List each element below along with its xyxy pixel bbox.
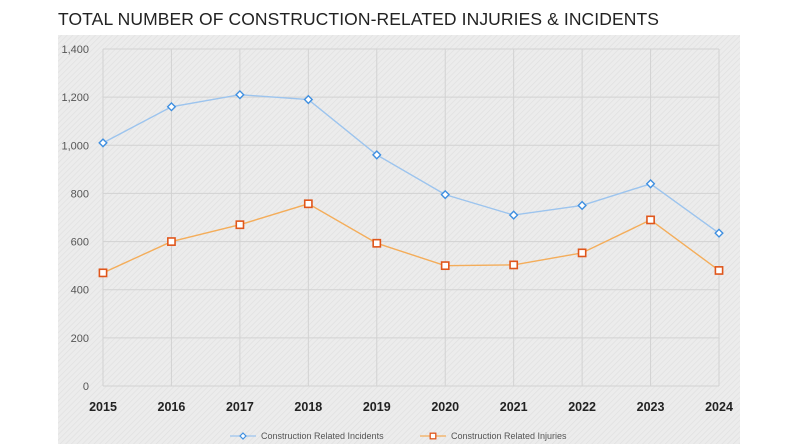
data-point <box>303 199 313 209</box>
data-point <box>577 248 587 258</box>
data-point <box>577 200 587 211</box>
y-axis: 0 200 400 600 800 1,000 1,200 1,400 <box>61 44 89 393</box>
legend-label: Construction Related Incidents <box>261 431 384 441</box>
y-tick-label: 600 <box>71 237 89 249</box>
data-point <box>714 266 724 275</box>
chart-title: TOTAL NUMBER OF CONSTRUCTION-RELATED INJ… <box>58 9 660 29</box>
x-axis: 2015 2016 2017 2018 2019 2020 2021 2022 2023 2024 <box>89 400 733 414</box>
data-point <box>646 215 655 225</box>
series-line <box>102 94 720 234</box>
x-tick-label: 2021 <box>500 400 528 414</box>
y-tick-label: 200 <box>71 333 89 345</box>
data-point <box>167 237 176 246</box>
y-tick-label: 0 <box>83 381 89 393</box>
data-point <box>235 220 245 230</box>
legend-item: Construction Related Incidents <box>230 431 384 441</box>
series-1 <box>98 89 724 238</box>
x-tick-label: 2024 <box>705 400 733 414</box>
y-tick-label: 800 <box>71 188 89 200</box>
data-point <box>98 138 108 148</box>
data-point <box>303 94 314 105</box>
series <box>98 89 724 278</box>
legend-item: Construction Related Injuries <box>420 431 567 441</box>
y-tick-label: 400 <box>71 285 89 297</box>
x-tick-label: 2016 <box>158 400 186 414</box>
data-point <box>440 189 451 200</box>
x-tick-label: 2015 <box>89 400 117 414</box>
y-tick-label: 1,000 <box>61 140 89 152</box>
x-tick-label: 2018 <box>294 400 322 414</box>
y-tick-label: 1,400 <box>61 44 89 56</box>
data-point <box>714 228 724 238</box>
data-point <box>508 210 519 220</box>
series-2 <box>98 199 724 278</box>
data-point <box>509 260 519 270</box>
x-tick-label: 2022 <box>568 400 596 414</box>
x-tick-label: 2023 <box>637 400 665 414</box>
legend-marker <box>239 432 247 440</box>
data-point <box>371 150 382 160</box>
data-point <box>372 238 382 248</box>
data-point <box>440 261 450 271</box>
legend: Construction Related Incidents Constructi… <box>230 431 567 441</box>
legend-marker <box>429 432 437 440</box>
x-tick-label: 2017 <box>226 400 254 414</box>
plot-background <box>58 35 740 444</box>
data-point <box>98 268 108 278</box>
x-tick-label: 2020 <box>431 400 459 414</box>
legend-label: Construction Related Injuries <box>451 431 567 441</box>
gridlines <box>102 48 720 387</box>
x-tick-label: 2019 <box>363 400 391 414</box>
y-tick-label: 1,200 <box>61 92 89 104</box>
data-point <box>166 101 177 112</box>
data-point <box>235 89 245 100</box>
series-line <box>102 203 720 274</box>
data-point <box>645 179 656 189</box>
